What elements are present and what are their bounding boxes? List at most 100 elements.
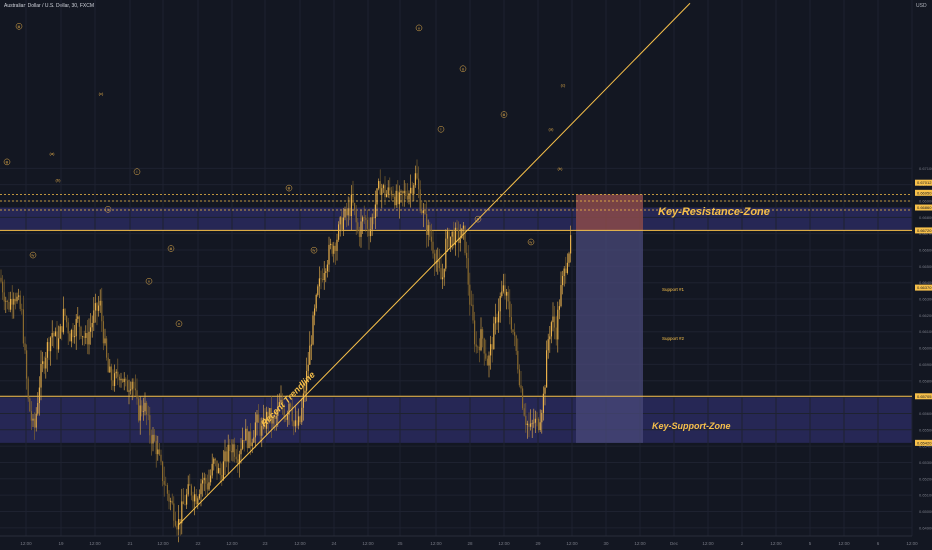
candle-body [208, 482, 210, 490]
candle-body [373, 217, 375, 219]
candle-body [416, 173, 418, 179]
candle-body [555, 327, 557, 340]
candle-body [368, 228, 370, 237]
candle-body [96, 303, 98, 311]
wave-label: iii [18, 24, 21, 29]
candle-body [256, 414, 258, 423]
candle-body [389, 187, 391, 191]
candle-body [525, 415, 527, 425]
candle-body [402, 191, 404, 194]
candle-body [118, 376, 120, 381]
candle-body [264, 418, 266, 429]
candle-body [477, 346, 479, 348]
candle-body [234, 444, 236, 457]
candle-body [306, 370, 308, 391]
candle-body [22, 309, 24, 344]
candle-body [422, 210, 424, 214]
candle-body [128, 390, 130, 392]
candle-body [168, 493, 170, 502]
wave-label: iii [288, 186, 291, 191]
zone-key-resistance-zone [0, 207, 912, 231]
candle-body [198, 494, 200, 499]
candle-body [334, 245, 336, 251]
time-tick-label: 12:00 [838, 541, 850, 546]
candle-body [170, 500, 172, 502]
candle-body [93, 310, 95, 323]
candle-body [214, 458, 216, 461]
candle-body [3, 292, 5, 302]
time-tick-label: 12:00 [906, 541, 918, 546]
wave-circle [474, 215, 482, 223]
candle-body [333, 245, 335, 254]
time-tick-label: 12:00 [362, 541, 374, 546]
candle-body [150, 435, 152, 444]
time-tick-label: 22 [195, 541, 201, 546]
position-box [576, 194, 643, 443]
candle-body [155, 440, 157, 455]
candle-body [235, 456, 237, 460]
candle-body [42, 361, 44, 364]
candle-body [366, 219, 368, 229]
candle-body [90, 327, 92, 332]
candle-body [430, 236, 432, 242]
wave-circle [3, 158, 11, 166]
candle-body [530, 423, 532, 427]
candle-body [349, 208, 351, 217]
candle-body [19, 295, 21, 309]
wave-circle [133, 168, 141, 175]
candle-body [144, 402, 146, 412]
candle-body [314, 308, 316, 316]
wave-label: iv [32, 253, 35, 258]
candle-body [58, 338, 60, 350]
wave-label: (c) [99, 91, 104, 96]
price-tag [915, 393, 932, 400]
wave-label: i [137, 169, 138, 174]
candle-body [245, 428, 247, 441]
candle-body [0, 277, 2, 282]
time-tick-label: 12:00 [498, 541, 510, 546]
candle-body [83, 336, 85, 338]
candle-body [518, 369, 520, 386]
candle-body [296, 420, 298, 426]
candle-body [379, 181, 381, 195]
candle-body [106, 338, 108, 358]
candle-body [181, 501, 183, 524]
candle-body [498, 311, 500, 323]
candle-body [269, 408, 271, 419]
candle-body [251, 442, 253, 447]
time-tick-label: 25 [397, 541, 403, 546]
wave-label: iii [477, 217, 480, 222]
candle-body [390, 190, 392, 196]
candle-body [69, 333, 71, 342]
candle-body [347, 208, 349, 216]
candle-body [267, 411, 269, 419]
candle-body [429, 225, 431, 237]
candle-body [541, 412, 543, 423]
candle-body [421, 211, 423, 214]
candle-body [552, 316, 554, 323]
candle-body [74, 336, 76, 338]
candle-body [101, 300, 103, 322]
candle-body [453, 231, 455, 246]
candle-body [293, 421, 295, 427]
candle-body [238, 454, 240, 464]
candle-body [189, 484, 191, 486]
candle-body [277, 406, 279, 416]
candle-body [117, 371, 119, 377]
price-tag-label: 0.65705 [917, 394, 932, 399]
trendline [177, 2, 691, 526]
candle-body [478, 346, 480, 351]
time-tick-label: 28 [467, 541, 473, 546]
candle-body [397, 190, 399, 205]
price-tag-label: 0.66950 [917, 190, 932, 195]
candle-body [320, 278, 322, 280]
candle-body [258, 414, 260, 423]
candle-body [570, 235, 572, 254]
candle-body [157, 449, 159, 455]
candle-body [227, 444, 229, 462]
wave-circle [175, 320, 183, 327]
